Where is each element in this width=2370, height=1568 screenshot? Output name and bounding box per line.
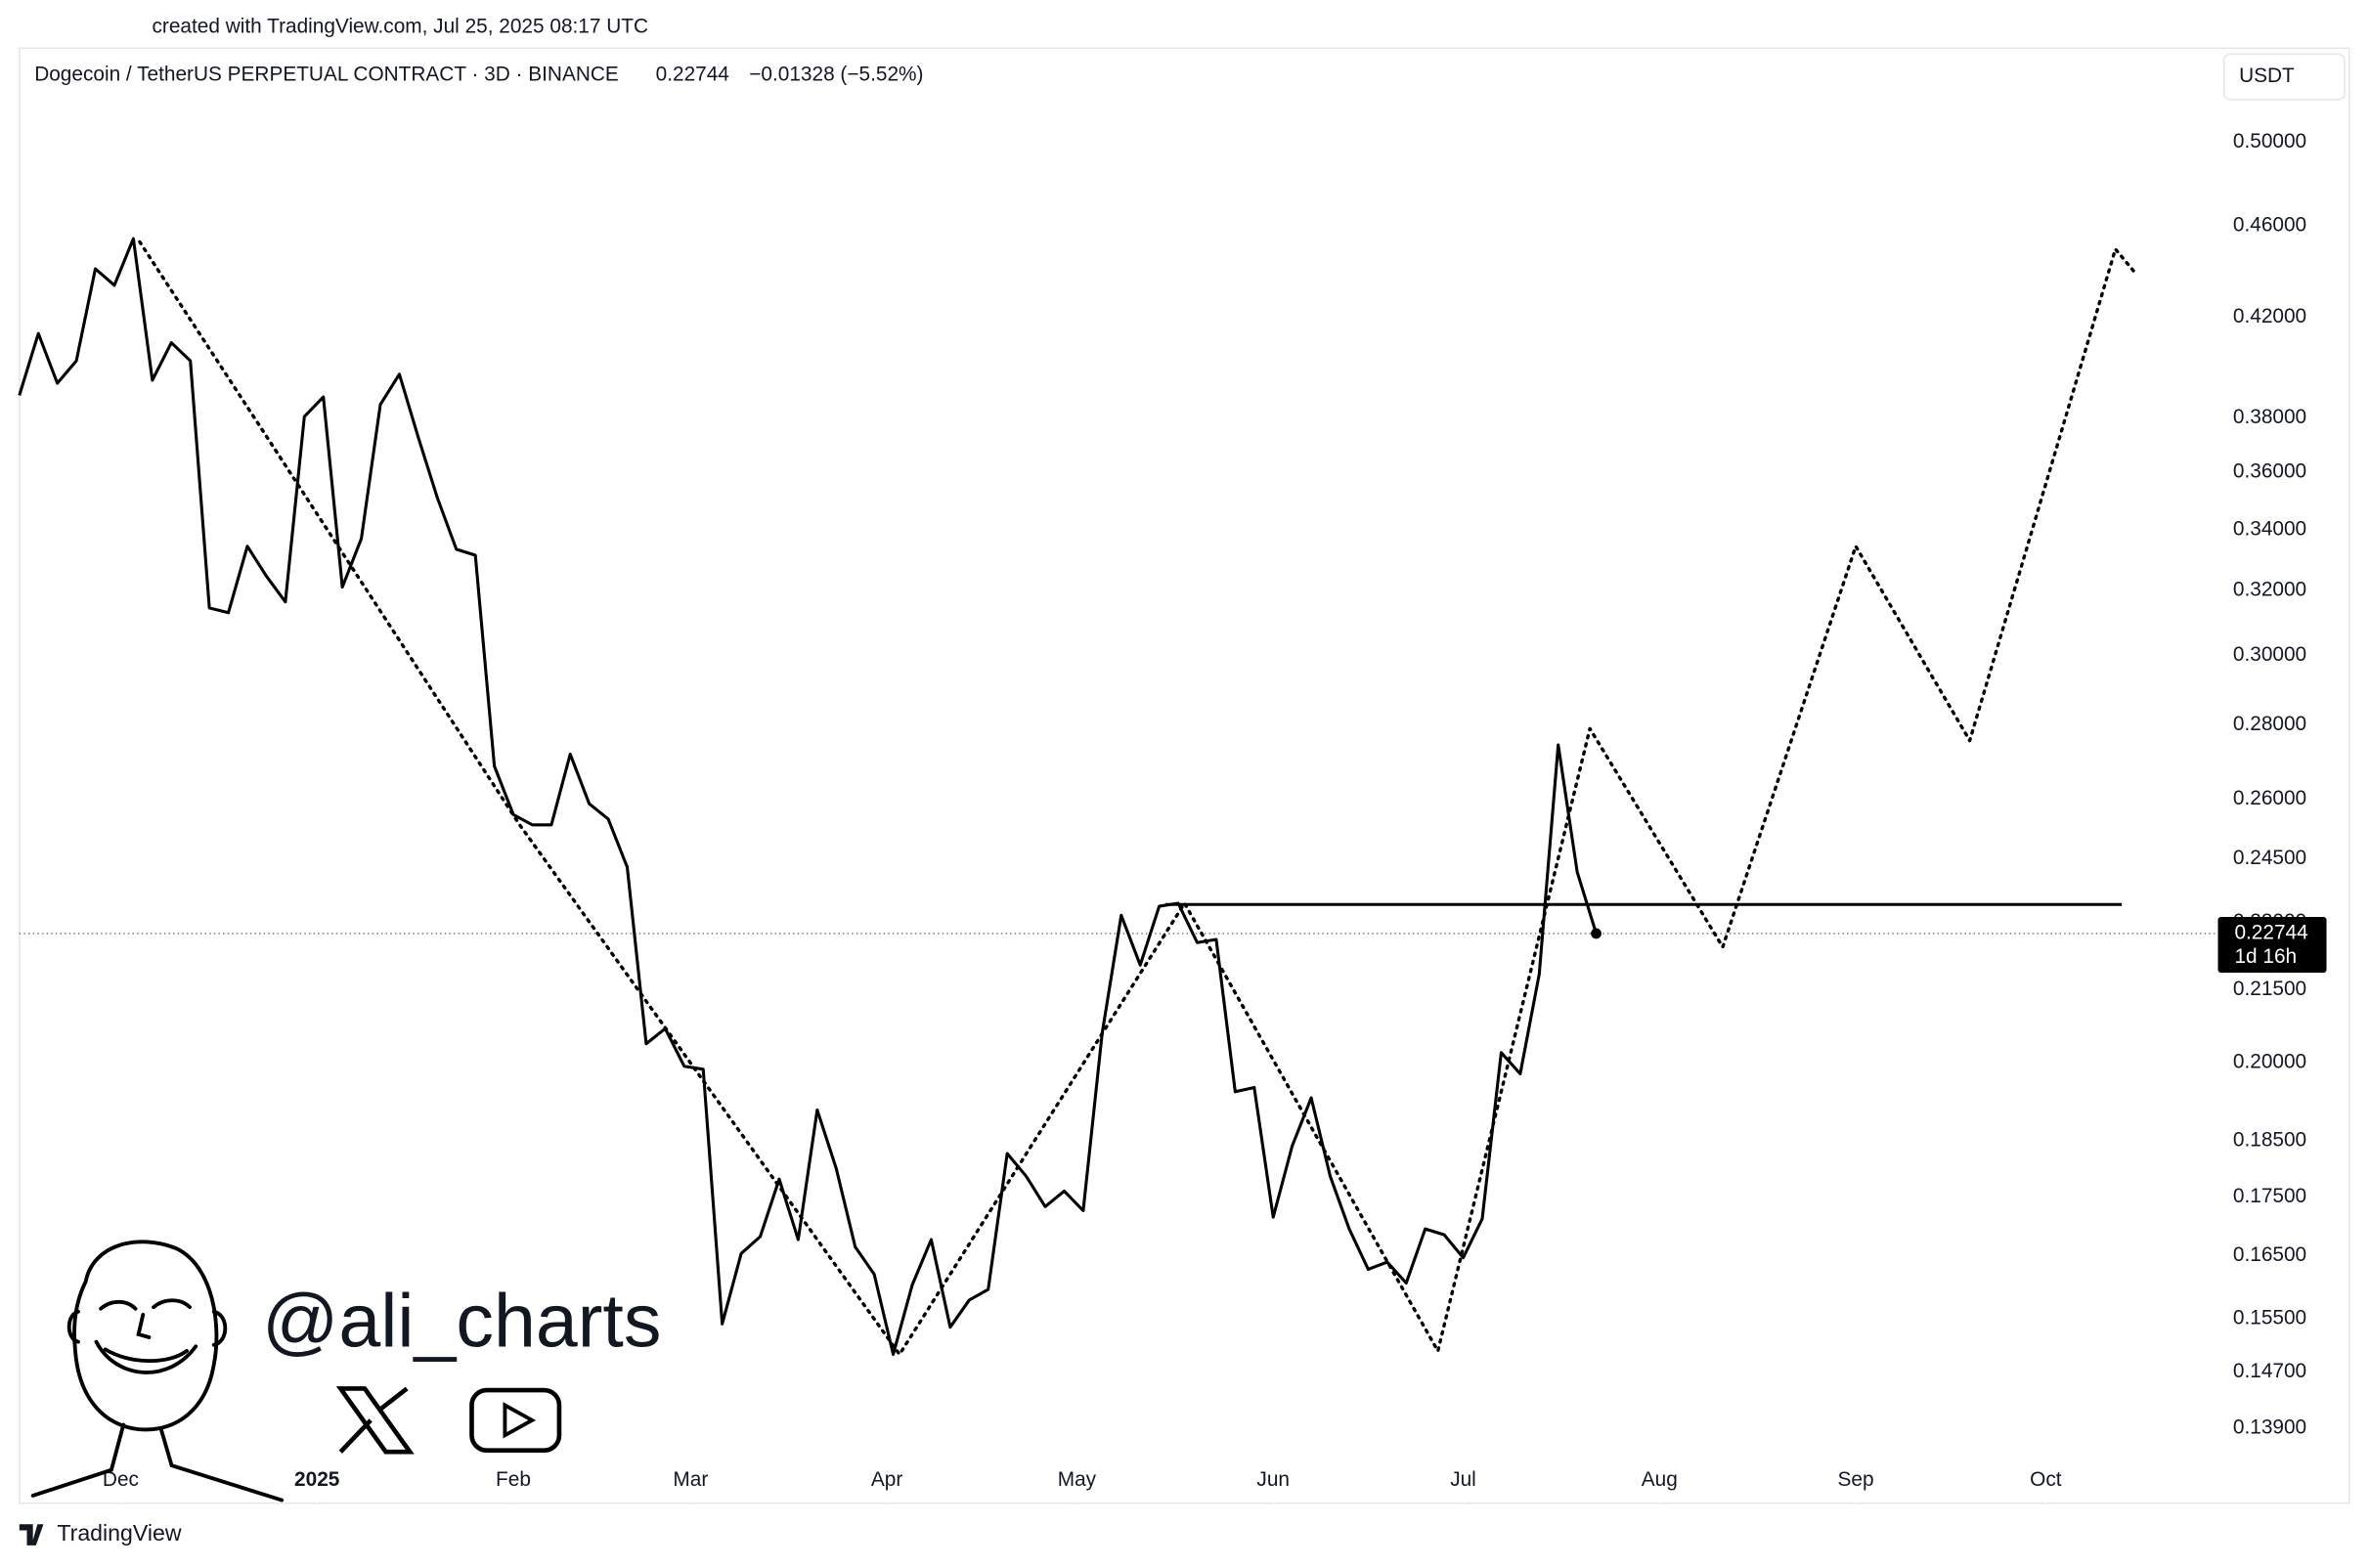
price-label-box: [2217, 916, 2327, 974]
chart-title: Dogecoin / TetherUS PERPETUAL CONTRACT ·…: [34, 64, 619, 86]
y-tick-label: 0.30000: [2233, 643, 2306, 666]
x-tick-label: May: [1058, 1468, 1097, 1491]
x-logo[interactable]: [335, 1386, 415, 1455]
y-tick-label: 0.34000: [2233, 517, 2306, 540]
last-point: [1591, 928, 1602, 939]
y-tick-label: 0.36000: [2233, 460, 2306, 483]
youtube-logo[interactable]: [469, 1387, 562, 1454]
x-tick-label: Sep: [1838, 1468, 1874, 1491]
y-tick-label: 0.15500: [2233, 1306, 2306, 1328]
y-tick-label: 0.28000: [2233, 713, 2306, 735]
currency[interactable]: USDT: [2239, 65, 2295, 87]
header-price: 0.22744: [656, 64, 729, 86]
y-tick-label: 0.38000: [2233, 406, 2306, 428]
brand: TradingView: [57, 1520, 182, 1546]
x-tick-label: Aug: [1642, 1468, 1678, 1491]
series-line: [138, 240, 2136, 1357]
x-tick-label: Feb: [496, 1468, 531, 1491]
y-tick-label: 0.18500: [2233, 1129, 2306, 1152]
y-tick-label: 0.42000: [2233, 305, 2306, 327]
y-tick-label: 0.26000: [2233, 787, 2306, 809]
y-tick-label: 0.32000: [2233, 579, 2306, 601]
x-tick-label: Oct: [2030, 1468, 2062, 1491]
credit: created with TradingView.com, Jul 25, 20…: [153, 15, 649, 37]
price-label: 0.22744: [2234, 921, 2307, 943]
y-tick-label: 0.17500: [2233, 1185, 2306, 1207]
x-tick-label: Mar: [673, 1468, 708, 1491]
y-tick-label: 0.20000: [2233, 1051, 2306, 1073]
y-tick-label: 0.16500: [2233, 1243, 2306, 1266]
watermark: @ali_charts: [262, 1280, 661, 1364]
y-tick-label: 0.46000: [2233, 214, 2306, 237]
x-tick-label: Apr: [871, 1468, 902, 1491]
avatar: [30, 1240, 285, 1503]
x-tick-label: Jul: [1450, 1468, 1476, 1491]
y-tick-label: 0.24500: [2233, 847, 2306, 869]
x-tick-label: Dec: [103, 1468, 139, 1491]
series-line: [18, 237, 1599, 1356]
countdown: 1d 16h: [2234, 945, 2297, 968]
currency-box[interactable]: [2222, 53, 2346, 101]
x-tick-label: 2025: [294, 1468, 339, 1491]
y-tick-label: 0.13900: [2233, 1416, 2306, 1438]
x-tick-label: Jun: [1256, 1468, 1290, 1491]
y-tick-label: 0.14700: [2233, 1360, 2306, 1382]
y-tick-label: 0.21500: [2233, 978, 2306, 1000]
frame: [19, 47, 2350, 1504]
y-tick-label: 0.50000: [2233, 130, 2306, 152]
brand-logo: [19, 1524, 44, 1546]
header-change: −0.01328 (−5.52%): [749, 64, 923, 86]
